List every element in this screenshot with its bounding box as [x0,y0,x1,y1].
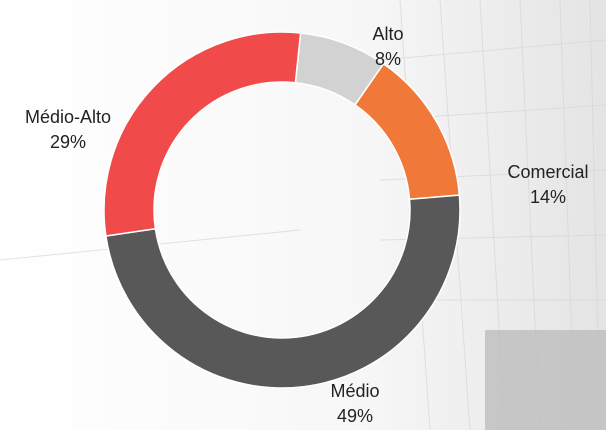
value-label: 29% [50,132,86,152]
category-label: Médio-Alto [25,107,111,127]
category-label: Médio [330,381,379,401]
value-label: 49% [337,406,373,426]
category-label: Alto [372,24,403,44]
donut-segment [103,31,302,237]
value-label: 14% [530,187,566,207]
value-label: 8% [375,49,401,69]
category-label: Comercial [507,162,588,182]
donut-segment [105,194,461,389]
background-building [485,330,606,430]
